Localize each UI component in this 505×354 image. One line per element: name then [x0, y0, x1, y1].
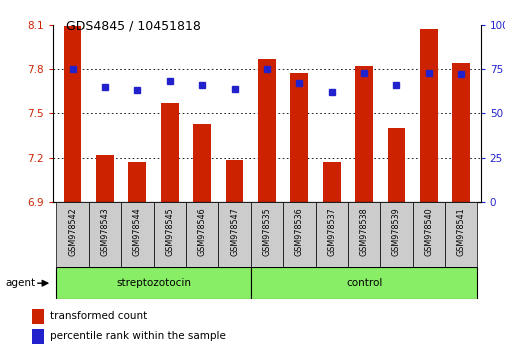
Text: GSM978536: GSM978536 [294, 207, 303, 256]
Bar [258, 59, 275, 202]
Bar [218, 202, 250, 267]
Text: streptozotocin: streptozotocin [116, 278, 191, 288]
Bar [88, 202, 121, 267]
Bar [355, 66, 372, 202]
Bar [121, 202, 153, 267]
Bar [412, 202, 444, 267]
Bar [193, 124, 211, 202]
Bar [56, 267, 250, 299]
Bar [451, 63, 469, 202]
Text: agent: agent [5, 278, 35, 288]
Bar [32, 329, 43, 343]
Bar [185, 202, 218, 267]
Bar [96, 155, 114, 202]
Text: GSM978543: GSM978543 [100, 207, 109, 256]
Bar [387, 128, 405, 202]
Bar [250, 202, 283, 267]
Bar [153, 202, 185, 267]
Text: GSM978547: GSM978547 [230, 207, 238, 256]
Bar [380, 202, 412, 267]
Text: GSM978544: GSM978544 [133, 207, 141, 256]
Bar [322, 162, 340, 202]
Bar [32, 309, 43, 324]
Text: GSM978537: GSM978537 [327, 207, 335, 256]
Bar [347, 202, 380, 267]
Bar [56, 202, 88, 267]
Text: transformed count: transformed count [50, 311, 147, 321]
Bar [225, 160, 243, 202]
Bar [290, 74, 308, 202]
Text: GSM978546: GSM978546 [197, 207, 206, 256]
Bar [315, 202, 347, 267]
Bar [283, 202, 315, 267]
Text: GSM978535: GSM978535 [262, 207, 271, 256]
Text: GSM978540: GSM978540 [424, 207, 432, 256]
Text: GSM978541: GSM978541 [456, 207, 465, 256]
Text: GDS4845 / 10451818: GDS4845 / 10451818 [66, 19, 200, 33]
Bar [250, 267, 477, 299]
Bar [128, 162, 146, 202]
Text: control: control [345, 278, 381, 288]
Bar [161, 103, 178, 202]
Text: GSM978545: GSM978545 [165, 207, 174, 256]
Text: GSM978538: GSM978538 [359, 207, 368, 256]
Bar [444, 202, 477, 267]
Text: GSM978539: GSM978539 [391, 207, 400, 256]
Bar [64, 26, 81, 202]
Bar [419, 29, 437, 202]
Text: GSM978542: GSM978542 [68, 207, 77, 256]
Text: percentile rank within the sample: percentile rank within the sample [50, 331, 226, 341]
